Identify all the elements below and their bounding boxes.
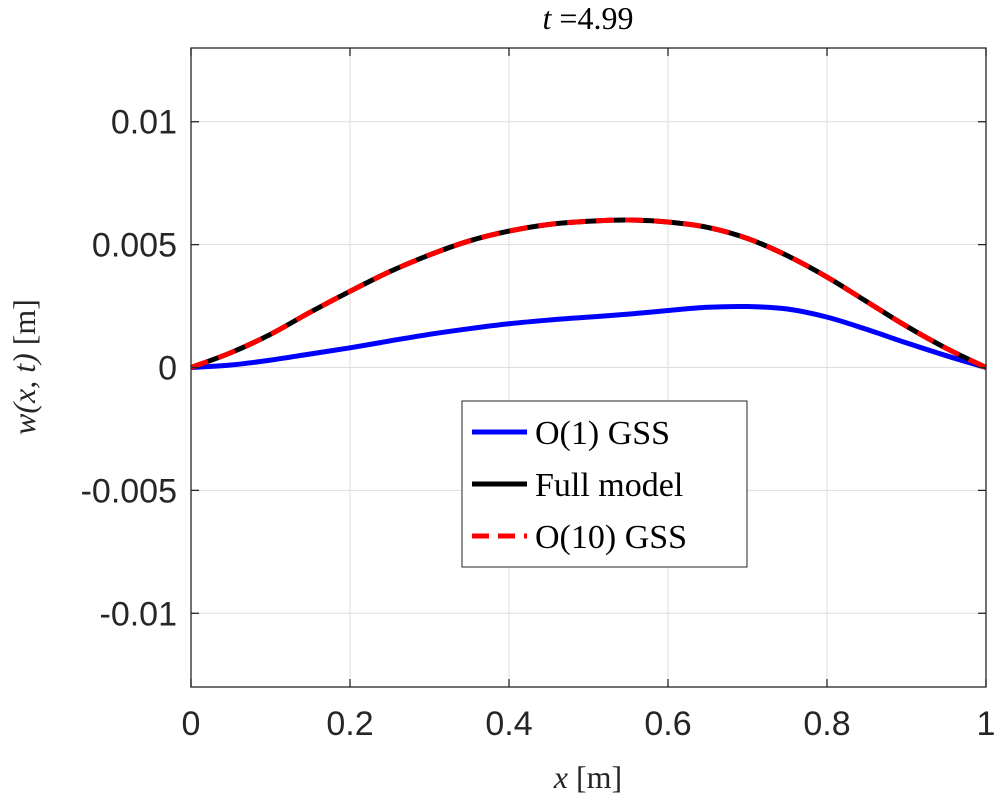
x-axis-unit: [m] [568, 759, 622, 795]
x-tick-label: 0.8 [803, 705, 850, 743]
chart-title: t =4.99 [543, 0, 634, 36]
y-axis-label: w(x, t) [m] [6, 299, 42, 435]
title-variable: t [543, 0, 553, 36]
y-tick-label: 0.005 [92, 227, 177, 265]
y-axis-variable: w(x, t) [6, 353, 42, 435]
legend-label-o-1-gss: O(1) GSS [535, 415, 670, 452]
legend-label-full-model: Full model [535, 467, 683, 504]
title-value: 4.99 [577, 0, 633, 36]
x-tick-label: 0.4 [485, 705, 532, 743]
series-line-o-1-gss [190, 303, 987, 370]
y-tick-label: 0.01 [111, 104, 177, 142]
x-tick-label: 1 [977, 705, 996, 743]
y-tick-label: -0.01 [100, 595, 178, 633]
title-equals: = [551, 0, 577, 36]
legend: O(1) GSS Full model O(10) GSS [461, 400, 748, 568]
plot-area [190, 47, 988, 688]
y-axis-unit: [m] [6, 299, 42, 353]
x-axis-label: x [m] [553, 759, 622, 795]
y-tick-label: 0 [158, 350, 177, 388]
x-tick-label: 0.6 [644, 705, 691, 743]
x-tick-label: 0.2 [326, 705, 373, 743]
y-tick-label: -0.005 [81, 472, 177, 510]
x-axis-variable: x [553, 759, 568, 795]
tick-labels: 0 0.2 0.4 0.6 0.8 1 0.01 0.005 0 -0.005 -0.01 [81, 104, 996, 743]
x-tick-label: 0 [182, 705, 201, 743]
series-line-o-10-gss [190, 217, 988, 370]
tick-marks [190, 48, 987, 687]
legend-label-o-10-gss: O(10) GSS [535, 519, 687, 556]
series-lines [190, 217, 988, 370]
